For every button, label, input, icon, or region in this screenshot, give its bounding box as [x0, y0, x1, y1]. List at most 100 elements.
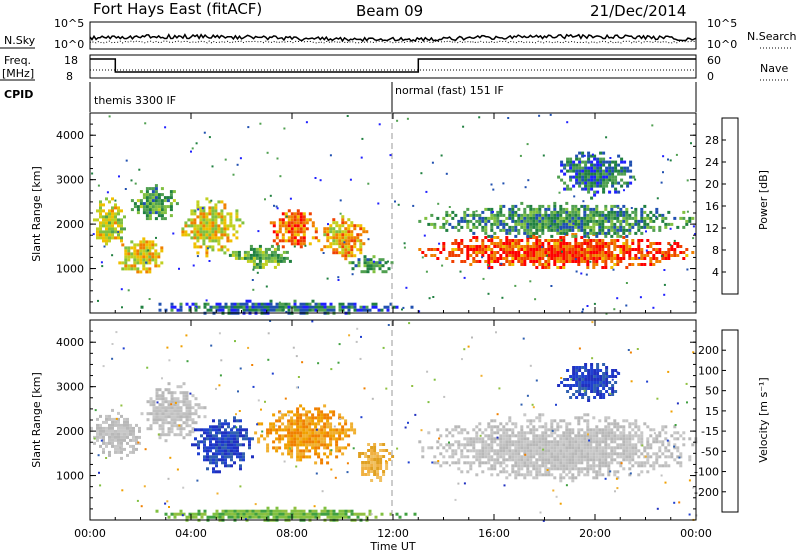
heatmap-cell: [617, 163, 621, 167]
heatmap-cell: [625, 440, 629, 444]
heatmap-cell: [607, 248, 611, 251]
heatmap-speckle: [117, 231, 120, 233]
heatmap-cell: [604, 257, 608, 260]
heatmap-cell: [652, 213, 656, 217]
heatmap-cell: [173, 418, 177, 422]
heatmap-speckle: [144, 122, 147, 125]
heatmap-cell: [120, 209, 123, 213]
heatmap-cell: [323, 245, 327, 249]
heatmap-cell: [563, 172, 567, 176]
heatmap-cell: [493, 425, 497, 429]
heatmap-cell: [617, 190, 621, 194]
heatmap-cell: [338, 509, 342, 513]
heatmap-cell: [379, 479, 383, 482]
heatmap-cell: [445, 219, 449, 223]
heatmap-cell: [595, 476, 599, 480]
heatmap-cell: [547, 260, 551, 263]
heatmap-cell: [299, 215, 303, 219]
heatmap-cell: [538, 239, 542, 242]
heatmap-cell: [595, 254, 599, 257]
heatmap-cell: [565, 222, 569, 226]
heatmap-cell: [269, 431, 273, 435]
heatmap-cell: [649, 219, 653, 223]
heatmap-cell: [194, 409, 198, 413]
heatmap-cell: [496, 449, 500, 453]
heatmap-speckle: [616, 371, 619, 374]
heatmap-cell: [448, 251, 452, 254]
heatmap-cell: [311, 437, 315, 441]
heatmap-cell: [257, 437, 261, 441]
heatmap-cell: [487, 422, 491, 426]
heatmap-cell: [154, 193, 158, 197]
heatmap-cell: [472, 251, 476, 254]
heatmap-cell: [170, 430, 174, 434]
heatmap-cell: [127, 249, 131, 253]
heatmap-cell: [565, 248, 569, 251]
heatmap-cell: [463, 446, 467, 450]
heatmap-cell: [628, 222, 632, 226]
heatmap-cell: [535, 242, 539, 245]
heatmap-cell: [505, 464, 509, 468]
heatmap-speckle: [560, 228, 563, 231]
heatmap-cell: [445, 428, 449, 432]
heatmap-cell: [484, 248, 488, 251]
heatmap-cell: [586, 245, 590, 248]
heatmap-cell: [209, 446, 212, 450]
heatmap-cell: [595, 431, 599, 435]
heatmap-cell: [229, 218, 233, 222]
heatmap-cell: [580, 428, 584, 432]
heatmap-cell: [196, 251, 200, 255]
heatmap-cell: [308, 422, 312, 426]
heatmap-cell: [616, 257, 620, 260]
heatmap-speckle: [115, 417, 118, 420]
heatmap-cell: [302, 443, 306, 447]
heatmap-cell: [105, 417, 108, 421]
heatmap-cell: [338, 437, 342, 441]
heatmap-cell: [117, 236, 120, 240]
heatmap-speckle: [462, 125, 465, 128]
heatmap-cell: [640, 231, 644, 235]
heatmap-cell: [610, 228, 614, 232]
heatmap-cell: [454, 425, 458, 429]
heatmap-cell: [172, 199, 176, 203]
heatmap-cell: [124, 246, 128, 250]
heatmap-cell: [583, 431, 587, 435]
heatmap-cell: [102, 209, 105, 213]
heatmap-cell: [550, 239, 554, 242]
heatmap-cell: [565, 431, 569, 435]
heatmap-cell: [517, 219, 521, 223]
heatmap-cell: [108, 224, 111, 228]
heatmap-cell: [348, 261, 352, 265]
heatmap-cell: [604, 437, 608, 441]
heatmap-cell: [571, 234, 575, 238]
heatmap-cell: [145, 202, 149, 206]
heatmap-cell: [311, 419, 315, 423]
heatmap-cell: [563, 378, 567, 381]
heatmap-cell: [508, 440, 512, 444]
heatmap-cell: [577, 467, 581, 471]
heatmap-cell: [182, 427, 186, 431]
heatmap-cell: [242, 308, 246, 312]
heatmap-cell: [296, 215, 300, 219]
heatmap-cell: [556, 422, 560, 426]
heatmap-cell: [179, 308, 183, 312]
heatmap-cell: [613, 431, 617, 435]
heatmap-cell: [605, 375, 609, 378]
heatmap-speckle: [367, 238, 370, 241]
heatmap-cell: [511, 219, 515, 223]
heatmap-cell: [191, 406, 195, 410]
heatmap-cell: [261, 253, 265, 257]
heatmap-cell: [469, 248, 473, 251]
heatmap-cell: [102, 432, 105, 436]
heatmap-cell: [311, 224, 315, 228]
heatmap-cell: [532, 425, 536, 429]
heatmap-cell: [607, 225, 611, 229]
heatmap-cell: [102, 236, 105, 240]
heatmap-cell: [193, 230, 197, 234]
heatmap-cell: [584, 160, 588, 164]
heatmap-cell: [568, 251, 572, 254]
heatmap-cell: [157, 252, 161, 256]
heatmap-cell: [550, 464, 554, 468]
heatmap-cell: [556, 239, 560, 242]
heatmap-cell: [200, 428, 203, 432]
